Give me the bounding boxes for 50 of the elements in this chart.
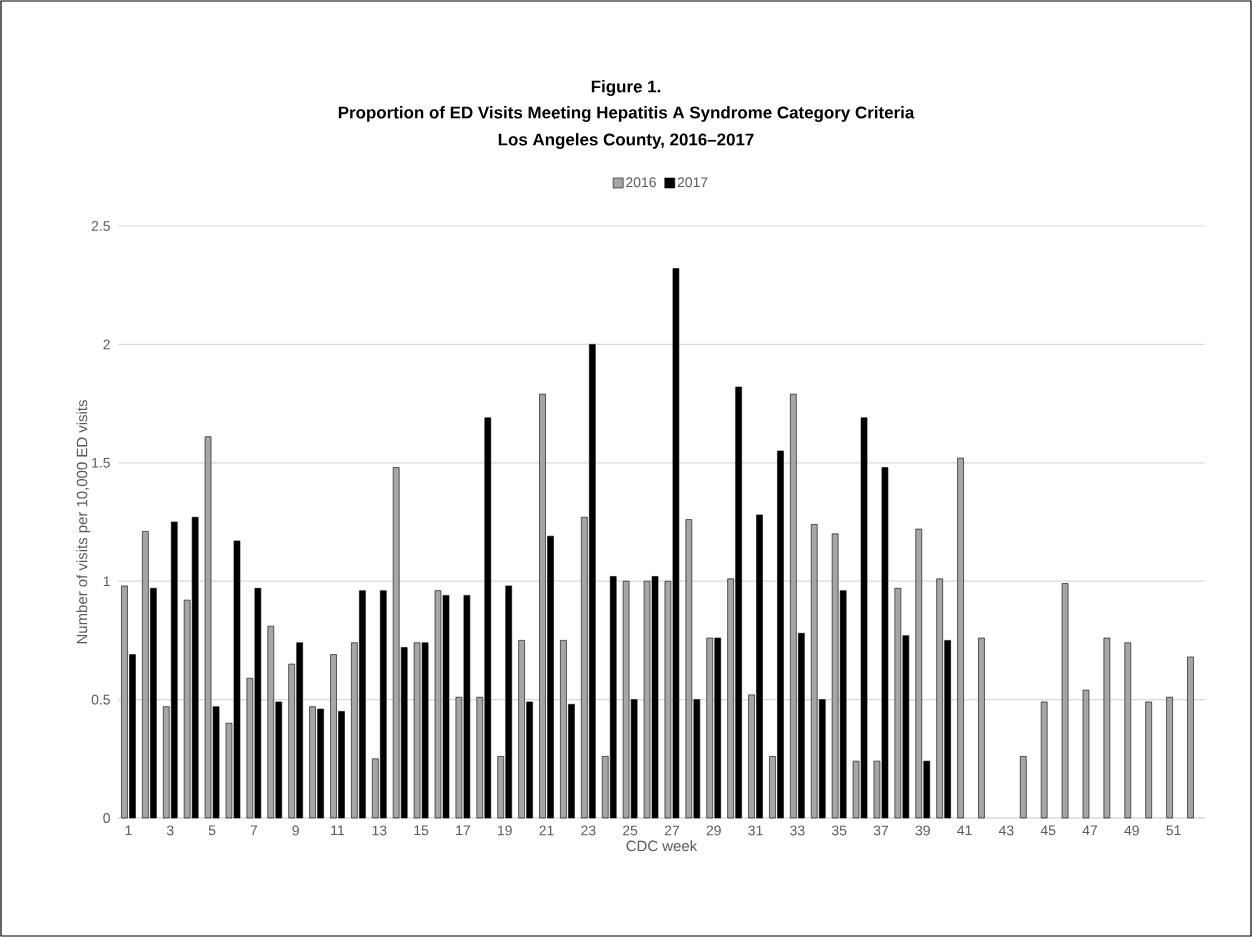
y-tick-label: 1: [103, 576, 110, 586]
legend-label: 2016: [626, 177, 656, 188]
x-tick-label: 37: [873, 825, 889, 836]
y-tick-label: 2.5: [91, 221, 110, 231]
bar: [1103, 637, 1111, 819]
x-tick-label: 47: [1082, 825, 1098, 836]
y-axis-title: Number of visits per 10,000 ED visits: [76, 400, 91, 644]
bar: [1040, 701, 1048, 819]
x-tick-label: 51: [1166, 825, 1181, 836]
x-tick-label: 45: [1040, 825, 1056, 836]
legend-label: 2017: [677, 177, 708, 188]
bar: [1145, 701, 1152, 819]
x-tick-label: 31: [748, 825, 763, 836]
bar: [1166, 696, 1173, 819]
x-tick-label: 41: [957, 825, 972, 836]
x-tick-label: 49: [1124, 825, 1139, 836]
x-axis-title: CDC week: [626, 840, 698, 852]
x-tick-label: 15: [414, 825, 429, 836]
y-tick-label: 2: [103, 339, 110, 350]
text: Los Angeles County, 2016–2017: [498, 133, 754, 149]
bar: [957, 457, 964, 819]
x-tick-label: 17: [456, 825, 470, 836]
x-tick-label: 5: [208, 825, 216, 836]
chart-subtitle: Proportion of ED Visits Meeting Hepatitis A Syndrome Category Criteria: [338, 106, 915, 122]
x-tick-label: 11: [331, 825, 345, 836]
bar: [1124, 642, 1132, 819]
bar: [1082, 689, 1090, 819]
bar: [1061, 583, 1069, 819]
x-tick-label: 1: [125, 825, 132, 836]
x-tick-label: 33: [790, 825, 805, 836]
x-tick-label: 35: [831, 825, 847, 836]
bar: [1187, 656, 1194, 819]
bar: [978, 637, 985, 819]
x-tick-label: 43: [998, 825, 1014, 836]
x-tick-label: 7: [250, 825, 258, 836]
chart-title: Figure 1.: [591, 80, 661, 96]
x-tick-label: 9: [292, 825, 299, 836]
x-tick-label: 3: [166, 825, 174, 836]
x-tick-label: 25: [623, 825, 638, 836]
x-tick-label: 21: [539, 825, 554, 836]
y-tick-label: 1.5: [92, 457, 110, 468]
x-tick-label: 27: [664, 825, 679, 836]
x-tick-label: 13: [372, 825, 387, 836]
x-tick-label: 19: [498, 825, 512, 836]
x-tick-label: 29: [706, 825, 721, 836]
y-tick-label: 0.5: [91, 694, 110, 705]
x-tick-label: 23: [581, 825, 596, 836]
y-tick-label: 0: [103, 813, 110, 823]
x-tick-label: 39: [915, 825, 930, 836]
bar: [1019, 756, 1027, 819]
